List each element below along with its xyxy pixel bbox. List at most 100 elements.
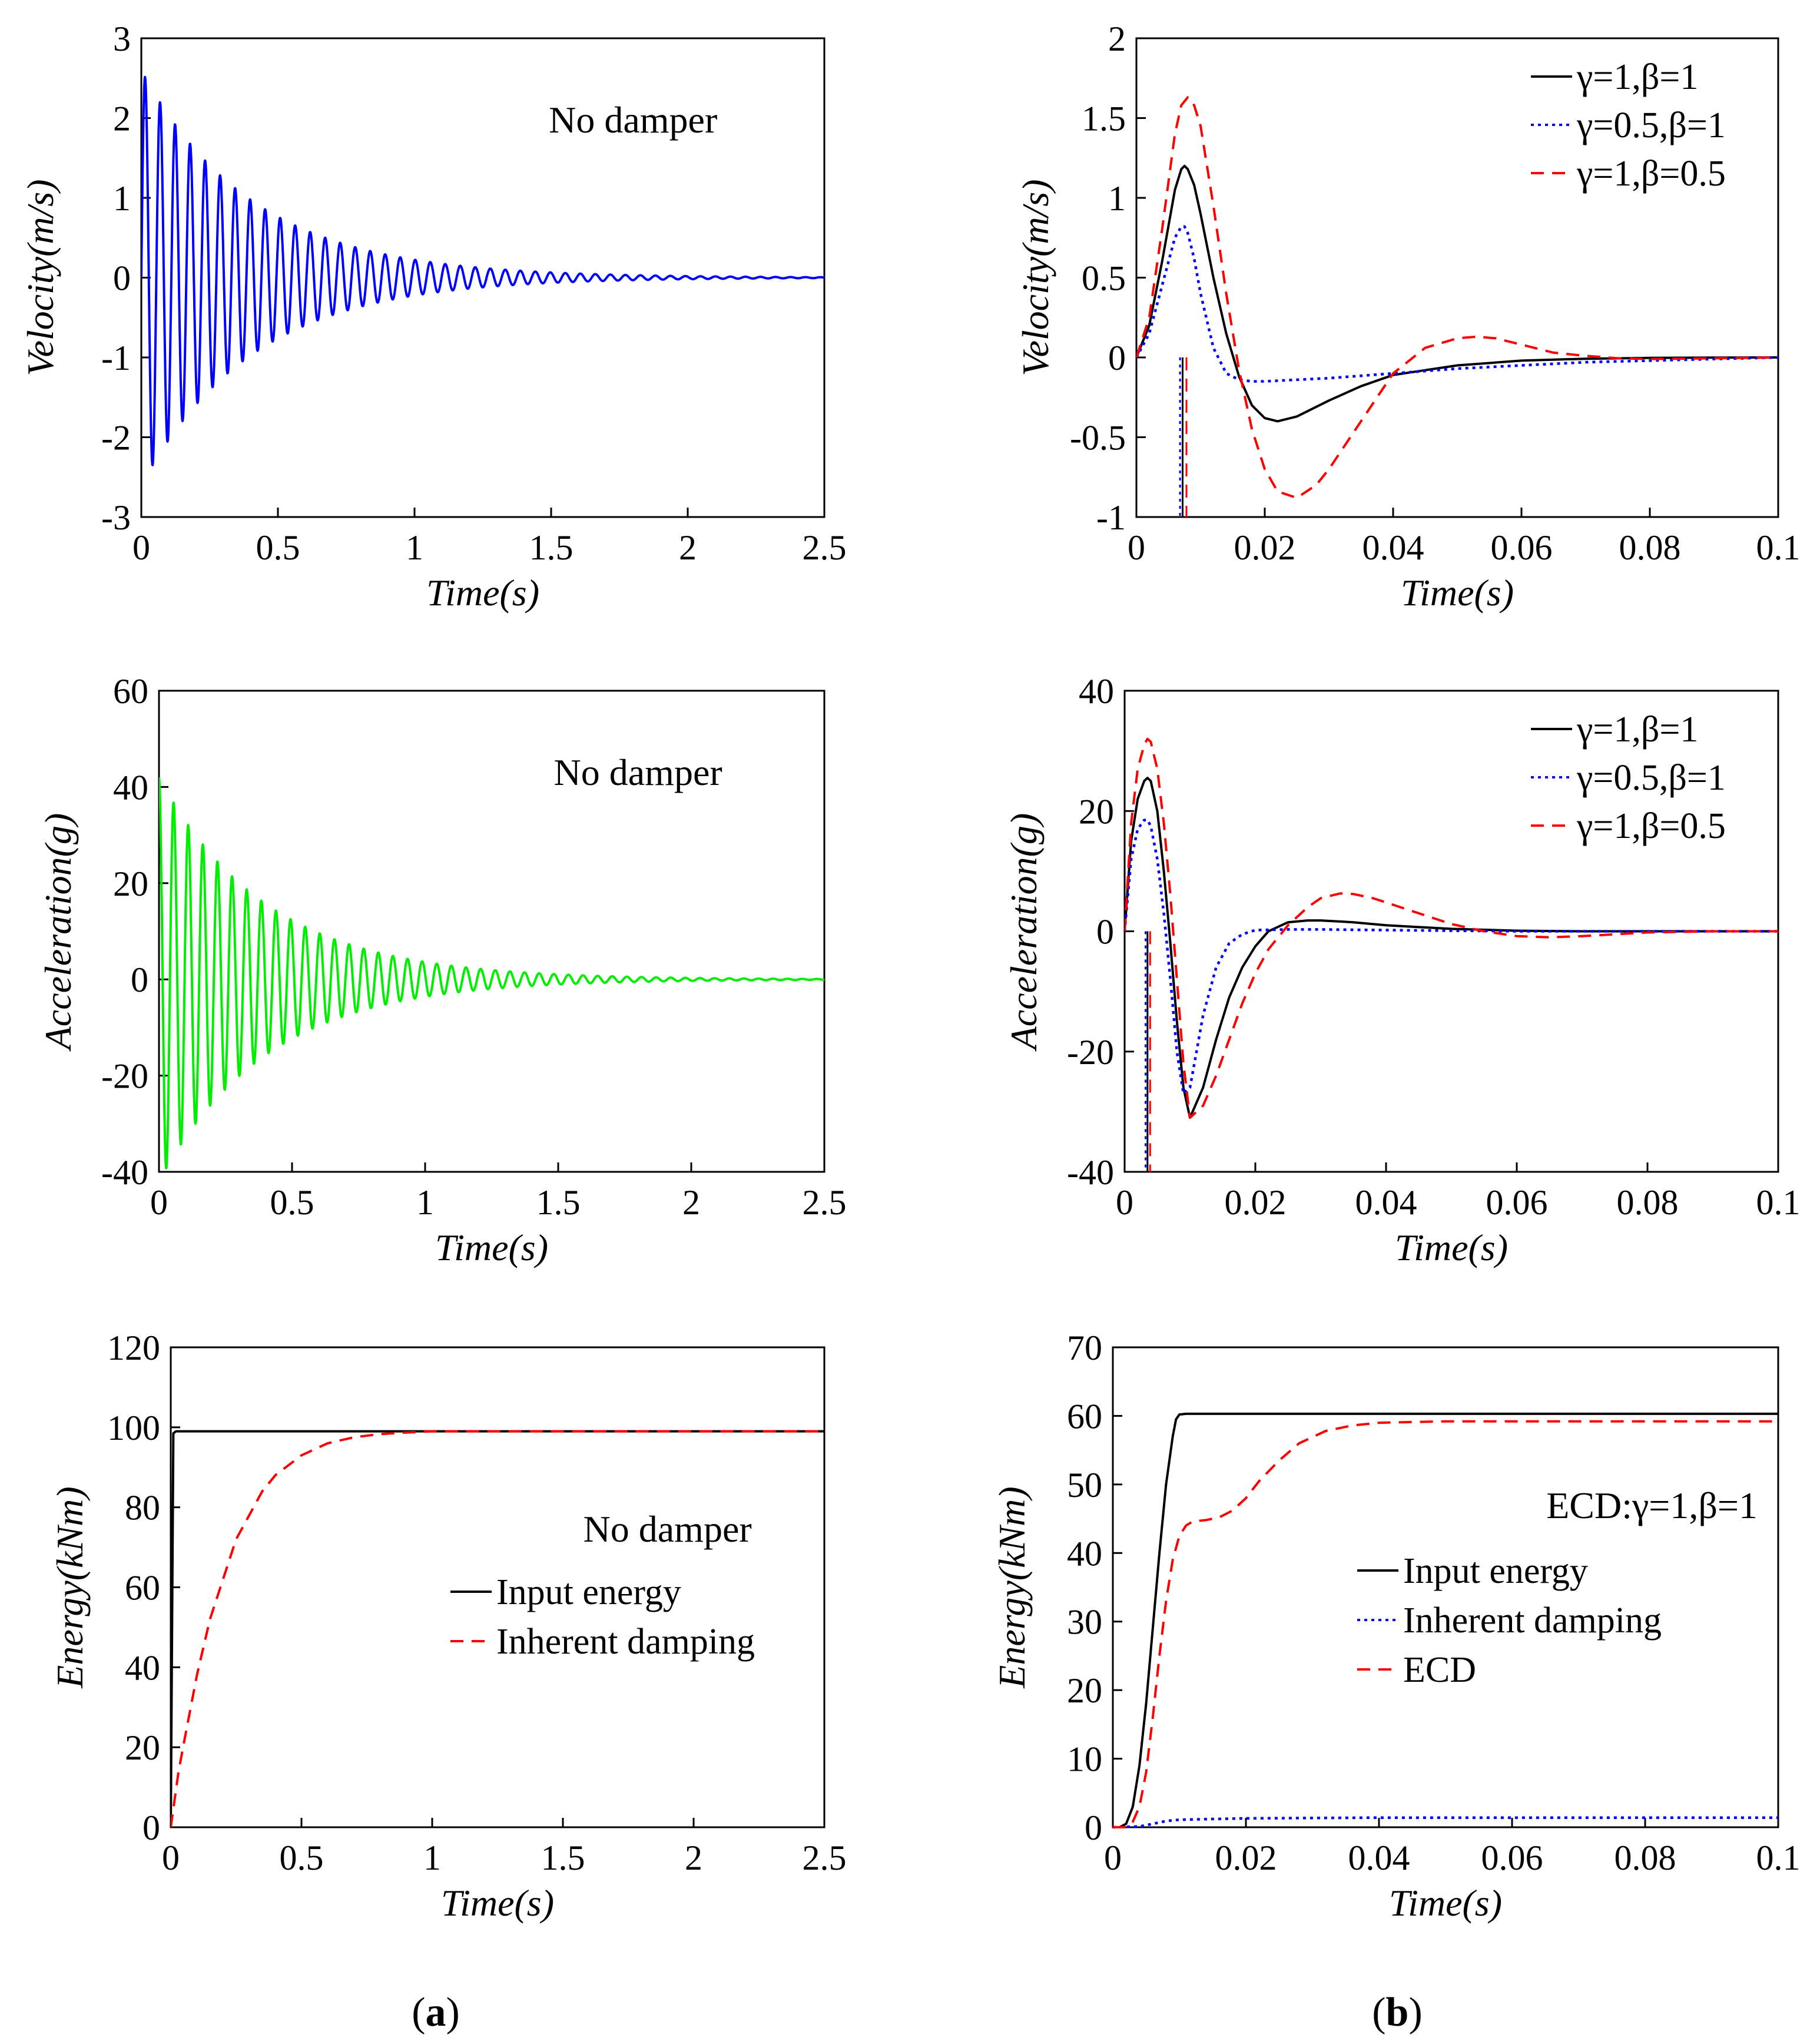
series-line-red bbox=[1136, 96, 1778, 499]
y-axis-label: Acceleration(g) bbox=[37, 813, 79, 1052]
series-line-black bbox=[1113, 1412, 1778, 1828]
legend-label: γ=1,β=1 bbox=[1576, 710, 1698, 750]
series-line-red bbox=[1125, 737, 1778, 1119]
series-line-blue bbox=[141, 75, 824, 466]
annotation-text: No damper bbox=[554, 751, 722, 793]
y-tick-label: 0 bbox=[113, 259, 131, 298]
x-tick-label: 0.5 bbox=[280, 1838, 324, 1877]
y-tick-label: 20 bbox=[125, 1728, 160, 1767]
x-tick-label: 0.06 bbox=[1481, 1838, 1543, 1877]
x-tick-label: 0.04 bbox=[1355, 1183, 1417, 1222]
y-tick-label: 30 bbox=[1067, 1603, 1102, 1642]
x-tick-label: 2.5 bbox=[803, 528, 847, 567]
x-tick-label: 1 bbox=[406, 528, 423, 567]
y-axis-label: Velocity(m/s) bbox=[19, 179, 61, 376]
y-tick-label: 0 bbox=[131, 960, 148, 999]
x-tick-label: 1 bbox=[416, 1183, 434, 1222]
series-group bbox=[141, 75, 824, 466]
x-tick-label: 1 bbox=[423, 1838, 441, 1877]
x-tick-label: 0.02 bbox=[1234, 528, 1296, 567]
y-tick-label: 2 bbox=[113, 100, 131, 138]
series-group bbox=[1113, 1412, 1778, 1829]
y-tick-label: 40 bbox=[1067, 1534, 1102, 1573]
legend-label: γ=1,β=0.5 bbox=[1576, 154, 1726, 194]
y-tick-label: 70 bbox=[1067, 1328, 1102, 1367]
plot-frame bbox=[158, 690, 826, 1173]
y-tick-label: 120 bbox=[107, 1328, 160, 1367]
x-tick-label: 0 bbox=[1116, 1183, 1133, 1222]
chart-a3: 0 0.5 1 1.5 2 2.5 0 20 40 60 80 100 120 Time(s) Energy… bbox=[49, 1328, 847, 1924]
series-group bbox=[171, 1430, 824, 1828]
x-tick-label: 0.02 bbox=[1215, 1838, 1277, 1877]
y-tick-label: 50 bbox=[1067, 1466, 1102, 1505]
x-axis-label: Time(s) bbox=[1389, 1882, 1502, 1924]
x-tick-label: 1.5 bbox=[529, 528, 573, 567]
y-tick-label: -20 bbox=[101, 1057, 148, 1096]
charts-layer: 0 0.5 1 1.5 2 2.5-3-2-10123Time(s)Velocity(m/… bbox=[19, 19, 1801, 1924]
y-tick-label: 0 bbox=[1096, 913, 1114, 952]
y-tick-label: 80 bbox=[125, 1489, 160, 1528]
legend-label: Inherent damping bbox=[1403, 1601, 1662, 1641]
x-axis-label: Time(s) bbox=[441, 1882, 554, 1924]
y-tick-label: 0 bbox=[1085, 1808, 1102, 1847]
series-line-green bbox=[159, 777, 824, 1169]
y-tick-label: 60 bbox=[113, 672, 148, 711]
chart-b2: 0 0.02 0.04 0.06 0.08 0.1 -40 -20 0 20 40 Time(s) Ac… bbox=[1003, 672, 1801, 1268]
y-tick-label: 100 bbox=[107, 1409, 160, 1447]
legend: Input energy Inherent damping ECD bbox=[1357, 1551, 1662, 1690]
panel-label-b: (b) bbox=[1372, 1990, 1423, 2035]
series-group bbox=[1125, 737, 1778, 1172]
legend-label: ECD bbox=[1403, 1650, 1476, 1690]
series-group bbox=[159, 777, 824, 1169]
legend: Input energy Inherent damping bbox=[450, 1572, 755, 1662]
legend-label: Input energy bbox=[496, 1572, 681, 1612]
y-tick-label: 60 bbox=[1067, 1397, 1102, 1436]
x-tick-label: 0.04 bbox=[1348, 1838, 1410, 1877]
y-tick-label: 1 bbox=[113, 179, 131, 218]
x-axis-label: Time(s) bbox=[435, 1227, 548, 1268]
y-tick-label: 1.5 bbox=[1082, 100, 1126, 138]
x-tick-label: 0.06 bbox=[1486, 1183, 1548, 1222]
y-tick-label: 0 bbox=[142, 1808, 160, 1847]
y-tick-label: 40 bbox=[113, 768, 148, 807]
y-tick-label: -40 bbox=[101, 1153, 148, 1192]
series-group bbox=[1136, 96, 1778, 517]
series-line-black bbox=[1136, 164, 1778, 423]
legend: γ=1,β=1 γ=0.5,β=1 γ=1,β=0.5 bbox=[1531, 710, 1726, 846]
y-tick-label: 3 bbox=[113, 19, 131, 58]
y-tick-label: -1 bbox=[1096, 498, 1126, 537]
legend-label: γ=0.5,β=1 bbox=[1576, 758, 1726, 798]
x-tick-label: 0 bbox=[1128, 528, 1145, 567]
x-tick-label: 2.5 bbox=[803, 1838, 847, 1877]
legend-label: Input energy bbox=[1403, 1551, 1588, 1591]
x-tick-label: 0.5 bbox=[256, 528, 300, 567]
legend-label: Inherent damping bbox=[496, 1622, 755, 1662]
y-axis-label: Energy(kNm) bbox=[49, 1486, 91, 1688]
y-tick-label: -20 bbox=[1067, 1033, 1114, 1072]
chart-a1: 0 0.5 1 1.5 2 2.5 -3 -2 -1 0 1 2 3 Time(s) Velocity(m/… bbox=[19, 19, 847, 614]
panel-label-a: (a) bbox=[412, 1990, 460, 2035]
y-tick-label: -0.5 bbox=[1070, 419, 1126, 458]
y-tick-label: 2 bbox=[1108, 19, 1126, 58]
x-axis-label: Time(s) bbox=[1401, 572, 1514, 614]
y-tick-label: 10 bbox=[1067, 1740, 1102, 1779]
series-line-blue bbox=[1113, 1816, 1778, 1829]
series-line-blue bbox=[1136, 225, 1778, 383]
y-tick-label: -3 bbox=[101, 498, 131, 537]
x-tick-label: 1.5 bbox=[541, 1838, 585, 1877]
y-tick-label: 40 bbox=[125, 1648, 160, 1687]
chart-b1: 0 0.02 0.04 0.06 0.08 0.1 -1 -0.5 0 0.5 1 1.5 2 Time(… bbox=[1015, 19, 1801, 614]
y-tick-label: 60 bbox=[125, 1569, 160, 1608]
x-tick-label: 0.1 bbox=[1756, 1838, 1801, 1877]
y-tick-label: 0 bbox=[1108, 339, 1126, 377]
x-tick-label: 0 bbox=[150, 1183, 168, 1222]
x-tick-label: 0.08 bbox=[1615, 1838, 1676, 1877]
legend: γ=1,β=1 γ=0.5,β=1 γ=1,β=0.5 bbox=[1531, 57, 1726, 194]
x-tick-label: 0 bbox=[162, 1838, 180, 1877]
y-tick-label: -2 bbox=[101, 419, 131, 458]
x-axis-label: Time(s) bbox=[426, 572, 539, 614]
x-tick-label: 0 bbox=[1104, 1838, 1122, 1877]
x-tick-label: 0.5 bbox=[270, 1183, 314, 1222]
